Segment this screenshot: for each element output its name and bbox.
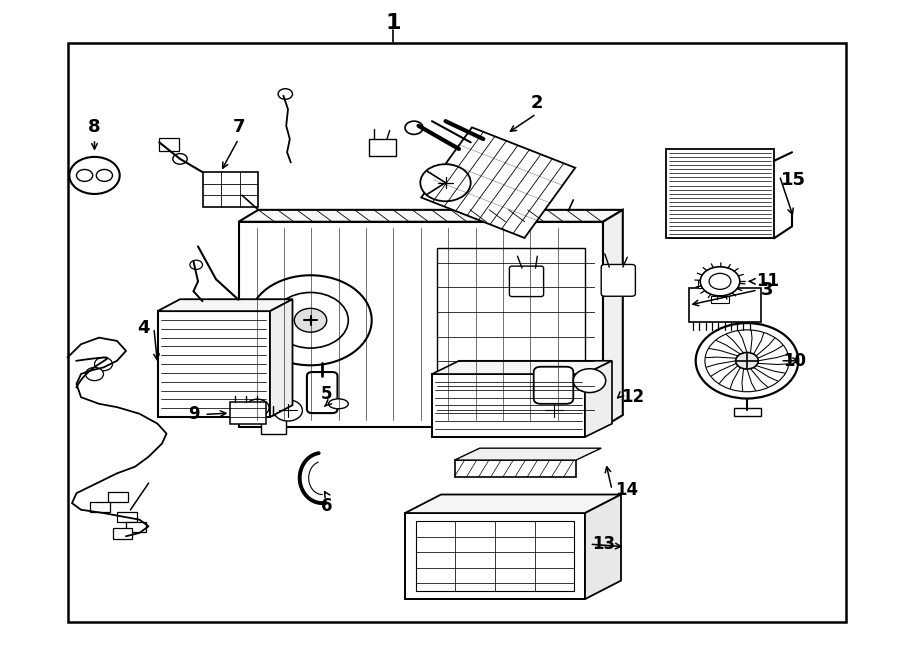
Text: 12: 12 — [621, 388, 644, 406]
Text: 14: 14 — [615, 481, 638, 499]
Polygon shape — [238, 210, 623, 222]
Circle shape — [274, 400, 302, 421]
Bar — [688, 288, 760, 322]
Circle shape — [700, 267, 740, 296]
Circle shape — [705, 330, 789, 392]
Bar — [117, 512, 137, 522]
Polygon shape — [432, 361, 612, 374]
Text: 11: 11 — [756, 272, 779, 291]
Text: 9: 9 — [188, 405, 200, 424]
Circle shape — [735, 352, 759, 369]
Bar — [711, 296, 729, 303]
Bar — [230, 402, 266, 424]
Bar — [108, 492, 128, 502]
Circle shape — [69, 157, 120, 194]
Polygon shape — [405, 495, 621, 513]
Circle shape — [531, 374, 567, 401]
Bar — [416, 521, 574, 591]
Circle shape — [709, 273, 731, 289]
Circle shape — [696, 323, 798, 399]
Text: 8: 8 — [88, 118, 101, 136]
Bar — [68, 43, 846, 622]
Bar — [238, 222, 603, 427]
Circle shape — [246, 399, 269, 416]
Bar — [734, 408, 760, 416]
Circle shape — [76, 169, 93, 181]
Ellipse shape — [328, 399, 348, 408]
Bar — [158, 311, 270, 417]
Circle shape — [539, 400, 568, 421]
Circle shape — [173, 154, 187, 164]
Bar — [159, 138, 179, 151]
Bar — [90, 502, 110, 512]
Circle shape — [294, 308, 327, 332]
Polygon shape — [585, 361, 612, 437]
Text: 4: 4 — [137, 318, 149, 337]
FancyBboxPatch shape — [601, 264, 635, 297]
Bar — [405, 513, 585, 599]
Bar — [666, 149, 774, 238]
Polygon shape — [603, 210, 623, 427]
Polygon shape — [421, 127, 575, 238]
Polygon shape — [454, 448, 601, 460]
Circle shape — [273, 293, 348, 348]
Circle shape — [420, 164, 471, 201]
Bar — [126, 522, 146, 532]
Circle shape — [405, 121, 423, 134]
FancyBboxPatch shape — [534, 367, 573, 404]
Text: 6: 6 — [321, 496, 332, 515]
Bar — [261, 415, 286, 434]
Text: 15: 15 — [781, 171, 806, 189]
Circle shape — [94, 357, 112, 371]
Circle shape — [573, 369, 606, 393]
Text: 5: 5 — [321, 385, 332, 403]
Text: 2: 2 — [530, 93, 543, 112]
Bar — [454, 460, 576, 477]
Bar — [436, 248, 585, 401]
Polygon shape — [270, 299, 292, 417]
Polygon shape — [158, 299, 292, 311]
Text: 10: 10 — [783, 352, 806, 370]
Circle shape — [86, 367, 104, 381]
Polygon shape — [585, 495, 621, 599]
Text: 1: 1 — [385, 13, 401, 32]
Bar — [698, 280, 711, 288]
Text: 13: 13 — [592, 535, 616, 553]
Circle shape — [278, 89, 293, 99]
Circle shape — [96, 169, 112, 181]
Bar — [112, 528, 132, 539]
Text: 3: 3 — [760, 281, 773, 299]
Bar — [432, 374, 585, 437]
Circle shape — [249, 275, 372, 365]
FancyBboxPatch shape — [307, 372, 338, 413]
Text: 7: 7 — [232, 118, 245, 136]
FancyBboxPatch shape — [509, 266, 544, 297]
Circle shape — [190, 260, 203, 269]
FancyBboxPatch shape — [369, 139, 396, 156]
Bar — [202, 172, 258, 207]
